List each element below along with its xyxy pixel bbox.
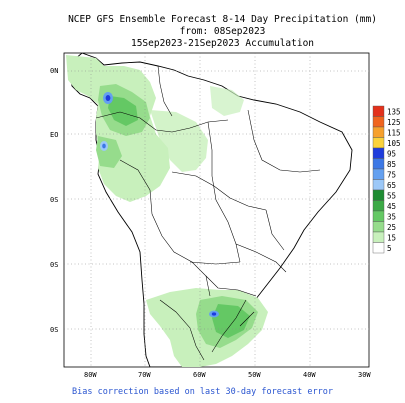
legend-label: 15 [387,234,396,243]
legend-swatch [372,189,385,201]
legend-swatch [372,242,385,254]
legend-label: 115 [387,129,401,138]
longitude-labels: 80W 70W 60W 50W 40W 30W [84,371,371,379]
legend-label: 55 [387,192,396,201]
legend-swatch [372,105,385,117]
legend-label: 75 [387,171,396,180]
legend-label: 135 [387,108,401,117]
legend-swatch [372,179,385,191]
legend-label: 45 [387,202,396,211]
title-line-3: 15Sep2023-21Sep2023 Accumulation [130,38,315,49]
legend-swatch [372,231,385,243]
legend-label: 65 [387,181,396,190]
title-line-2: from: 08Sep2023 [179,26,266,37]
legend-swatch [372,158,385,170]
lon-label: 40W [303,371,316,379]
legend-label: 85 [387,160,396,169]
legend-swatch [372,200,385,212]
political-borders [95,65,321,361]
precip-maxima [100,92,219,318]
legend-label: 95 [387,150,396,159]
legend-label: 125 [387,118,401,127]
title-line-1: NCEP GFS Ensemble Forecast 8-14 Day Prec… [68,14,377,25]
latitude-labels: 0N EO 0S 0S 0S [50,67,58,334]
lat-label: 0N [50,67,58,75]
legend-swatch [372,126,385,138]
lat-label: 0S [50,261,58,269]
lon-label: 80W [84,371,97,379]
legend-swatch [372,210,385,222]
legend-label: 5 [387,244,392,253]
legend-label: 105 [387,139,401,148]
legend-swatch [372,147,385,159]
lat-label: 0S [50,326,58,334]
lon-label: 30W [358,371,371,379]
lon-label: 70W [138,371,151,379]
legend-swatch [372,221,385,233]
lat-label: EO [50,131,58,139]
legend-swatch [372,137,385,149]
legend-label: 25 [387,223,396,232]
legend-swatch [372,116,385,128]
bias-correction-note: Bias correction based on last 30-day for… [72,387,333,397]
lon-label: 50W [248,371,261,379]
legend-label: 35 [387,213,396,222]
lon-label: 60W [193,371,206,379]
legend-swatch [372,168,385,180]
precip-shading-strong [108,96,250,338]
lat-label: 0S [50,196,58,204]
